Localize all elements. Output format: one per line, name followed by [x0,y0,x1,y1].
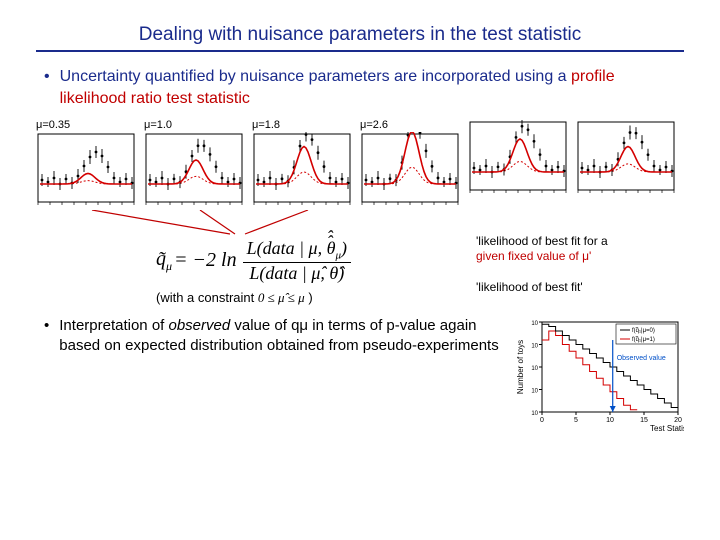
svg-text:20: 20 [674,417,682,424]
bullet-2: • Interpretation of observed value of qμ… [44,316,502,357]
panel-svg-3 [360,132,460,208]
bullet-1: • Uncertainty quantified by nuisance par… [44,66,684,109]
bullet-1-part-a: Uncertainty quantified by nuisance param… [60,68,571,85]
constraint-math: 0 ≤ μ̂ ≤ μ [258,290,305,305]
svg-text:10: 10 [531,366,538,372]
svg-text:10: 10 [606,417,614,424]
panel-label-0: μ=0.35 [36,119,136,131]
panel-label-3: μ=2.6 [360,119,460,131]
panel-svg-1 [144,132,244,208]
num-a: L(data | μ, [247,238,327,258]
formula: q̃μ = −2 ln L(data | μ, θ̂̂μ) L(data | μ… [156,238,351,284]
svg-text:Number of toys: Number of toys [516,340,525,394]
svg-text:Test Statistic q: Test Statistic q [650,424,684,433]
svg-text:10: 10 [531,388,538,394]
panel-1: μ=1.0 [144,119,244,208]
bullet-dot: • [44,66,50,109]
b2-a: Interpretation of [59,317,168,334]
formula-numerator: L(data | μ, θ̂̂μ) [243,238,351,263]
panel-row: μ=0.35 μ=1.0 μ=1.8 μ=2.6 [36,119,684,208]
annot-numerator: 'likelihood of best fit for a given fixe… [476,234,676,264]
slide-title: Dealing with nuisance parameters in the … [36,24,684,52]
panel-svg-0 [36,132,136,208]
toy-svg: 101010101005101520Observed valuef(q̃₁|μ=… [514,316,684,434]
connector-lines [40,210,690,236]
bullet-2-text: Interpretation of observed value of qμ i… [59,316,502,357]
panel-svg-4 [468,120,568,196]
panel-label-1: μ=1.0 [144,119,244,131]
panel-5 [576,119,676,208]
formula-lhs: q̃ [156,248,166,270]
svg-text:5: 5 [574,417,578,424]
constraint-line: (with a constraint 0 ≤ μ̂ ≤ μ ) [156,290,684,306]
panel-2: μ=1.8 [252,119,352,208]
svg-text:Observed value: Observed value [617,355,666,362]
panel-0: μ=0.35 [36,119,136,208]
annot-denominator: 'likelihood of best fit' [476,280,583,295]
svg-text:10: 10 [531,321,538,327]
num-theta: θ̂̂ [327,238,336,258]
constraint-b: ) [305,290,313,305]
bullet-2-dot: • [44,316,49,357]
svg-text:0: 0 [540,417,544,424]
panel-svg-5 [576,120,676,196]
toy-plot: 101010101005101520Observed valuef(q̃₁|μ=… [514,316,684,439]
bullet-1-text: Uncertainty quantified by nuisance param… [60,66,684,109]
num-d: ) [341,238,347,258]
formula-lhs-sub: μ [166,259,172,273]
formula-eq: = −2 ln [174,249,237,272]
panel-4 [468,119,568,208]
svg-text:15: 15 [640,417,648,424]
svg-text:10: 10 [531,343,538,349]
bottom-row: • Interpretation of observed value of qμ… [36,316,684,439]
formula-fraction: L(data | μ, θ̂̂μ) L(data | μ̂, θ̂) [243,238,351,284]
annot-num-a: 'likelihood of best fit for a [476,234,608,248]
svg-text:f(q̃₁|μ=0): f(q̃₁|μ=0) [632,328,655,334]
b2-b: observed [169,317,231,334]
panel-label-2: μ=1.8 [252,119,352,131]
constraint-a: (with a constraint [156,290,258,305]
formula-denominator: L(data | μ̂, θ̂) [245,263,348,284]
annot-num-b: given fixed value of μ' [476,249,591,263]
panel-3: μ=2.6 [360,119,460,208]
svg-text:f(q̃₁|μ=1): f(q̃₁|μ=1) [632,337,655,343]
svg-text:10: 10 [531,411,538,417]
panel-svg-2 [252,132,352,208]
